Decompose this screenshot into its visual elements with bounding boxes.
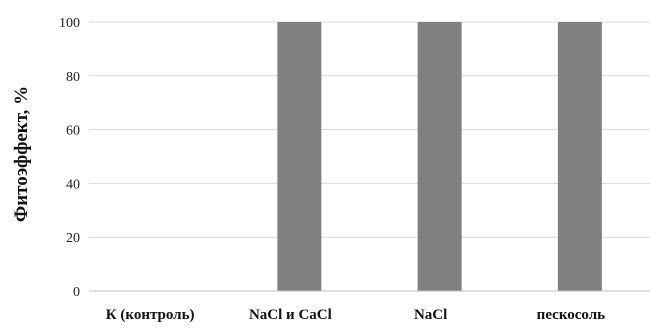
x-category-label: пескосоль — [537, 307, 605, 323]
y-tick-label: 20 — [66, 231, 80, 246]
y-tick-label: 80 — [66, 70, 80, 85]
labels: 0 20 40 60 80 100 К (контроль) NaCl и CaCl NaCl п… — [59, 16, 605, 323]
bar-4 — [557, 22, 602, 291]
bar-2 — [277, 22, 322, 291]
bars — [277, 22, 602, 291]
bar-3 — [417, 22, 462, 291]
y-axis-title: Фитоэффект, % — [11, 86, 32, 222]
y-tick-label: 40 — [66, 177, 80, 192]
x-category-label: К (контроль) — [106, 307, 195, 323]
y-tick-label: 0 — [73, 285, 80, 300]
x-category-label: NaCl и CaCl — [249, 307, 332, 323]
x-category-label: NaCl — [414, 307, 447, 323]
y-tick-label: 100 — [59, 16, 80, 31]
y-tick-label: 60 — [66, 124, 80, 139]
grid-lines — [89, 21, 650, 238]
